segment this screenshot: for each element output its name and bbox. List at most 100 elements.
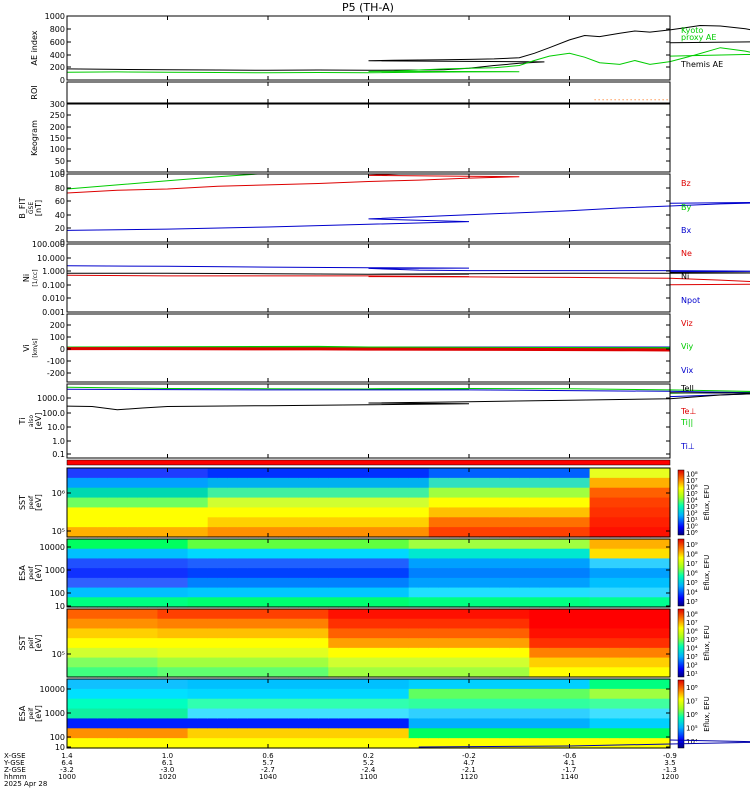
heatmap-cell <box>338 618 349 630</box>
heatmap-cell <box>388 597 400 608</box>
heatmap-cell <box>659 497 671 509</box>
heatmap-cell <box>579 738 591 749</box>
heatmap-cell <box>469 628 480 639</box>
heatmap-cell <box>469 618 480 630</box>
heatmap-cell <box>197 487 209 499</box>
heatmap-cell <box>589 497 601 509</box>
colorbar-tick-label: 10⁷ <box>686 560 698 568</box>
x-axis-row-label: 2025 Apr 28 <box>4 780 47 788</box>
heatmap-cell <box>499 609 510 620</box>
heatmap-cell <box>579 527 591 538</box>
heatmap-cell <box>549 708 561 720</box>
legend-entry: Ni <box>681 272 689 281</box>
heatmap-cell <box>599 728 611 739</box>
heatmap-cell <box>619 718 631 729</box>
heatmap-cell <box>519 657 530 668</box>
heatmap-cell <box>479 657 490 668</box>
heatmap-cell <box>358 558 370 569</box>
heatmap-cell <box>87 688 98 700</box>
heatmap-cell <box>469 468 480 479</box>
heatmap-cell <box>489 539 500 550</box>
heatmap-cell <box>458 728 470 739</box>
heatmap-cell <box>298 718 309 729</box>
heatmap-cell <box>388 548 400 560</box>
heatmap-cell <box>197 679 209 690</box>
heatmap-cell <box>428 667 440 678</box>
heatmap-cell <box>408 708 420 720</box>
heatmap-cell <box>599 568 611 579</box>
heatmap-cell <box>489 597 500 608</box>
chart-title: P5 (TH-A) <box>342 1 394 14</box>
heatmap-cell <box>589 638 601 649</box>
heatmap-cell <box>509 497 520 509</box>
heatmap-cell <box>318 688 329 700</box>
heatmap-cell <box>629 679 641 690</box>
heatmap-cell <box>107 497 118 509</box>
heatmap-cell <box>348 568 360 579</box>
heatmap-cell <box>559 609 571 620</box>
heatmap-cell <box>328 667 339 678</box>
heatmap-cell <box>177 477 189 489</box>
heatmap-cell <box>438 638 450 649</box>
heatmap-cell <box>268 628 279 639</box>
heatmap-cell <box>589 647 601 659</box>
heatmap-cell <box>378 698 390 710</box>
heatmap-cell <box>127 477 138 489</box>
heatmap-cell <box>458 618 470 630</box>
heatmap-cell <box>137 688 148 700</box>
heatmap-cell <box>438 527 450 538</box>
heatmap-cell <box>509 698 520 710</box>
heatmap-cell <box>428 477 440 489</box>
heatmap-cell <box>448 497 460 509</box>
heatmap-cell <box>77 718 88 729</box>
heatmap-cell <box>659 708 671 720</box>
heatmap-cell <box>288 618 299 630</box>
colorbar-tick-label: 10⁷ <box>686 619 698 627</box>
colorbar-tick-label: 10⁵ <box>686 636 698 644</box>
y-tick-label: 1000 <box>45 566 65 575</box>
heatmap-cell <box>167 609 179 620</box>
heatmap-cell <box>288 667 299 678</box>
heatmap-cell <box>278 667 289 678</box>
heatmap-cell <box>127 568 138 579</box>
heatmap-cell <box>67 577 78 589</box>
heatmap-cell <box>298 568 309 579</box>
series-line <box>66 202 750 231</box>
heatmap-cell <box>77 728 88 739</box>
colorbar-tick-label: 10⁸ <box>686 470 698 478</box>
heatmap-cell <box>559 647 571 659</box>
heatmap-cell <box>127 698 138 710</box>
heatmap-cell <box>579 577 591 589</box>
heatmap-cell <box>529 597 540 608</box>
heatmap-cell <box>529 618 540 630</box>
heatmap-cell <box>559 548 571 560</box>
heatmap-cell <box>629 618 641 630</box>
heatmap-cell <box>579 647 591 659</box>
heatmap-cell <box>408 609 420 620</box>
heatmap-cell <box>589 679 601 690</box>
heatmap-cell <box>197 728 209 739</box>
heatmap-cell <box>659 477 671 489</box>
y-tick-label: 400 <box>50 51 65 60</box>
heatmap-cell <box>167 628 179 639</box>
heatmap-cell <box>458 597 470 608</box>
panel-ni: NeNiNpot100.00010.0001.0000.1000.0100.00… <box>22 240 750 317</box>
heatmap-cell <box>529 507 540 518</box>
heatmap-cell <box>177 609 189 620</box>
heatmap-cell <box>549 477 561 489</box>
heatmap-cell <box>418 577 430 589</box>
heatmap-cell <box>469 517 480 528</box>
heatmap-cell <box>87 568 98 579</box>
heatmap-cell <box>348 468 360 479</box>
heatmap-cell <box>438 728 450 739</box>
heatmap-cell <box>107 708 118 720</box>
heatmap-cell <box>268 487 279 499</box>
heatmap-cell <box>539 517 550 528</box>
heatmap-cell <box>398 558 410 569</box>
heatmap-cell <box>559 679 571 690</box>
heatmap-cell <box>177 517 189 528</box>
x-axis-value: 5.7 <box>262 759 273 767</box>
heatmap-cell <box>137 568 148 579</box>
heatmap-cell <box>438 718 450 729</box>
